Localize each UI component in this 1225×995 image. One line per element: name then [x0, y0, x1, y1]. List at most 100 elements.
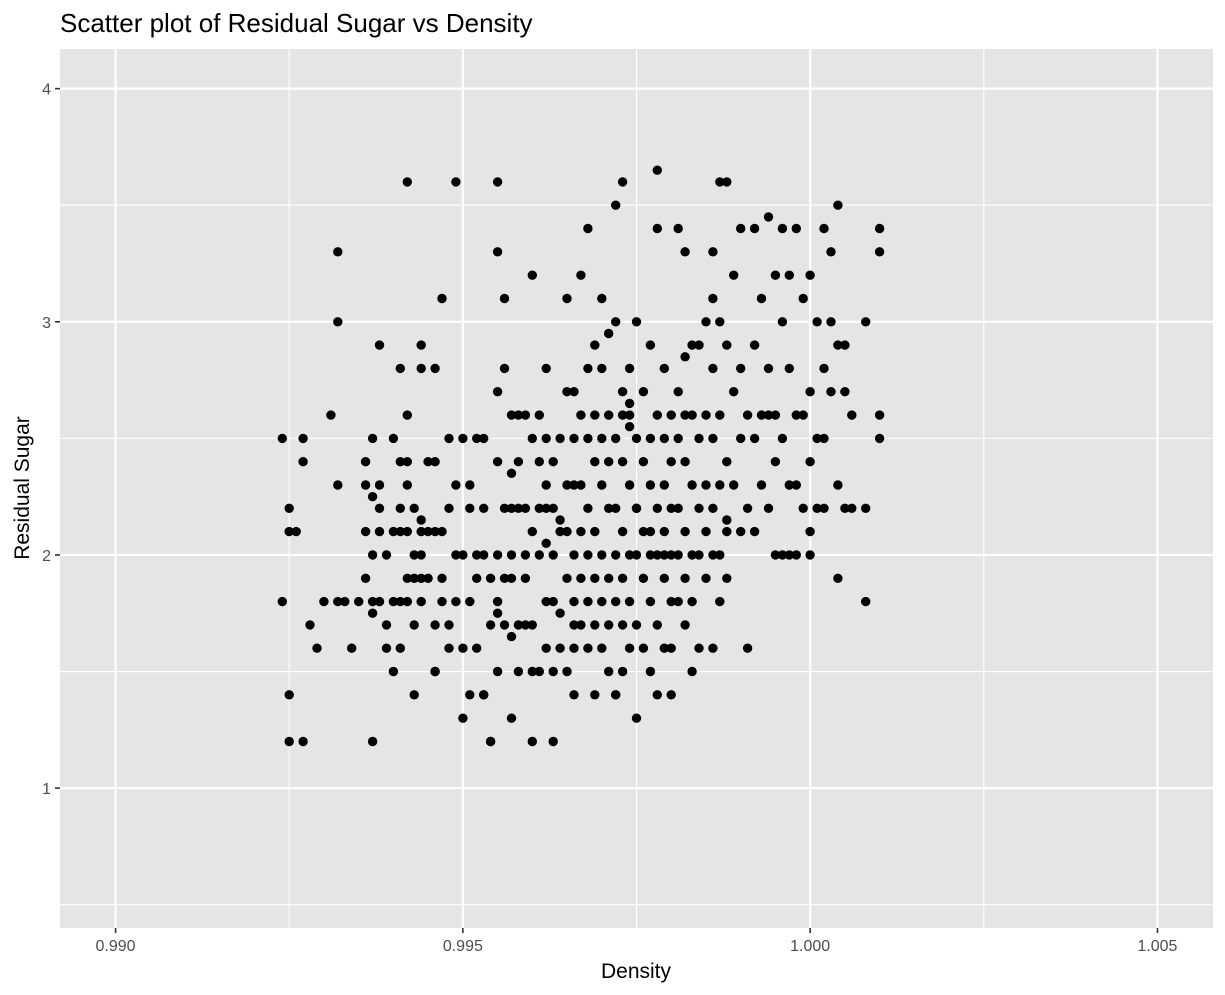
scatter-point	[409, 690, 419, 700]
scatter-point	[624, 643, 635, 653]
scatter-point	[659, 643, 669, 653]
scatter-point	[777, 317, 788, 327]
scatter-point	[819, 503, 829, 513]
scatter-point	[770, 550, 781, 560]
scatter-point	[722, 340, 732, 350]
scatter-point	[423, 526, 433, 537]
scatter-point	[499, 293, 510, 304]
scatter-point	[583, 550, 593, 560]
scatter-point	[562, 573, 572, 583]
scatter-point	[826, 387, 836, 397]
scatter-point	[576, 573, 586, 583]
scatter-point	[673, 503, 683, 513]
scatter-point	[541, 433, 551, 444]
scatter-point	[555, 643, 565, 653]
scatter-point	[666, 596, 676, 607]
scatter-point	[590, 620, 600, 630]
scatter-point	[777, 223, 788, 234]
scatter-point	[583, 643, 593, 653]
scatter-point	[805, 526, 815, 537]
scatter-point	[402, 457, 412, 467]
scatter-point	[597, 480, 607, 490]
scatter-point	[492, 666, 503, 677]
scatter-point	[492, 177, 503, 187]
scatter-point	[694, 340, 704, 350]
scatter-point	[388, 433, 399, 444]
scatter-point	[395, 526, 405, 537]
scatter-point	[708, 550, 718, 560]
scatter-point	[472, 643, 482, 653]
y-tick-label: 4	[42, 82, 51, 99]
scatter-point	[513, 503, 524, 513]
scatter-point	[763, 503, 774, 513]
scatter-point	[416, 340, 426, 350]
scatter-point	[617, 666, 628, 677]
scatter-point	[617, 410, 628, 420]
scatter-point	[819, 433, 829, 444]
scatter-point	[506, 410, 517, 420]
scatter-point	[673, 387, 683, 397]
scatter-point	[680, 620, 690, 630]
scatter-point	[381, 550, 392, 560]
scatter-point	[645, 526, 656, 537]
scatter-point	[444, 503, 454, 513]
scatter-point	[395, 457, 405, 467]
scatter-point	[499, 620, 510, 630]
scatter-point	[749, 433, 760, 444]
scatter-point	[513, 410, 524, 420]
scatter-point	[388, 666, 399, 677]
scatter-point	[763, 212, 774, 222]
scatter-point	[833, 200, 843, 210]
scatter-point	[722, 526, 732, 537]
scatter-point	[479, 690, 489, 700]
scatter-point	[492, 596, 503, 607]
scatter-point	[333, 247, 343, 257]
scatter-point	[388, 596, 399, 607]
scatter-point	[666, 410, 676, 420]
scatter-point	[506, 573, 517, 583]
scatter-point	[360, 457, 371, 467]
scatter-point	[812, 317, 822, 327]
scatter-point	[666, 457, 676, 467]
scatter-point	[576, 620, 586, 630]
scatter-point	[833, 340, 843, 350]
scatter-point	[798, 410, 808, 420]
scatter-point	[291, 526, 301, 537]
scatter-point	[520, 410, 531, 420]
scatter-point	[569, 690, 579, 700]
x-tick-label: 0.995	[443, 938, 483, 955]
scatter-point	[826, 247, 836, 257]
scatter-point	[437, 526, 447, 537]
scatter-point	[597, 550, 607, 560]
scatter-point	[416, 550, 426, 560]
scatter-point	[590, 457, 600, 467]
scatter-point	[298, 433, 308, 444]
scatter-point	[485, 736, 496, 747]
scatter-point	[874, 433, 885, 444]
scatter-point	[604, 457, 614, 467]
scatter-point	[479, 550, 489, 560]
scatter-point	[617, 457, 628, 467]
scatter-point	[611, 200, 621, 210]
scatter-point	[506, 503, 517, 513]
scatter-point	[388, 526, 399, 537]
scatter-point	[756, 410, 767, 420]
scatter-point	[652, 223, 662, 234]
scatter-point	[742, 503, 753, 513]
scatter-point	[708, 293, 718, 304]
scatter-point	[409, 550, 419, 560]
scatter-point	[604, 573, 614, 583]
scatter-point	[284, 736, 294, 747]
scatter-point	[666, 643, 676, 653]
scatter-point	[617, 526, 628, 537]
scatter-point	[659, 480, 669, 490]
scatter-point	[777, 550, 788, 560]
scatter-point	[541, 363, 551, 374]
scatter-point	[756, 480, 767, 490]
scatter-point	[611, 503, 621, 513]
scatter-point	[534, 410, 544, 420]
scatter-point	[492, 247, 503, 257]
scatter-point	[729, 270, 739, 280]
scatter-point	[527, 666, 537, 677]
scatter-point	[631, 433, 642, 444]
